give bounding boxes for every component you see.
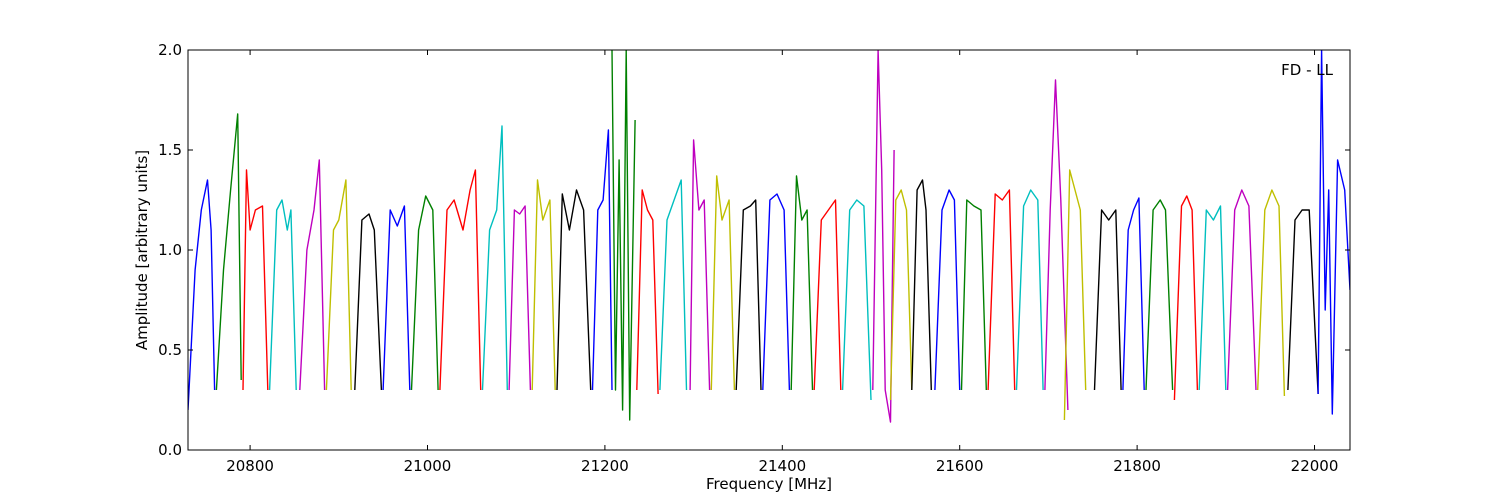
series-line-15 <box>611 50 636 421</box>
series-line-20 <box>735 199 762 391</box>
series-line-29 <box>960 199 987 391</box>
series-line-21 <box>762 193 791 391</box>
ticks-layer: 20800 21000 21200 21400 21600 21800 22000 0.0 0.… <box>158 41 1350 475</box>
series-line-27 <box>911 179 932 391</box>
y-axis-title: Amplitude [arbitrary units] <box>133 150 151 350</box>
series-line-4 <box>299 159 326 391</box>
series-line-36 <box>1145 199 1174 391</box>
series-line-31 <box>1015 189 1044 391</box>
series-line-23 <box>813 199 842 391</box>
series-line-3 <box>268 199 297 391</box>
y-tick-label: 1.5 <box>158 141 182 159</box>
series-line-8 <box>410 195 439 391</box>
x-tick-label: 21000 <box>404 457 452 475</box>
series-line-11 <box>508 205 532 391</box>
series-line-34 <box>1093 209 1122 391</box>
series-line-37 <box>1173 195 1199 401</box>
x-axis-title: Frequency [MHz] <box>706 475 832 493</box>
series-line-1 <box>215 113 242 391</box>
series-line-26 <box>889 189 913 401</box>
series-line-5 <box>325 179 352 391</box>
series-line-28 <box>934 189 961 391</box>
series-line-18 <box>689 139 711 391</box>
chart-annotation: FD - LL <box>1281 61 1333 79</box>
series-line-41 <box>1287 209 1319 395</box>
series-line-22 <box>790 175 814 391</box>
series-line-42 <box>1317 50 1350 415</box>
series-line-10 <box>481 125 508 391</box>
y-tick-label: 0.5 <box>158 341 182 359</box>
series-line-9 <box>439 169 482 391</box>
y-tick-label: 2.0 <box>158 41 182 59</box>
series-line-30 <box>987 189 1016 391</box>
series-line-6 <box>354 213 383 391</box>
y-tick-label: 0.0 <box>158 441 182 459</box>
plot-frame <box>187 49 1351 451</box>
series-line-39 <box>1226 189 1257 391</box>
series-line-13 <box>556 189 592 391</box>
series-line-40 <box>1257 189 1286 397</box>
x-tick-label: 21400 <box>758 457 806 475</box>
series-layer <box>188 50 1350 423</box>
series-line-14 <box>591 129 613 391</box>
series-line-7 <box>382 205 411 391</box>
series-line-35 <box>1122 197 1145 391</box>
x-tick-label: 22000 <box>1291 457 1339 475</box>
plot-area <box>188 50 1350 450</box>
series-line-19 <box>710 175 736 391</box>
x-tick-label: 20800 <box>226 457 274 475</box>
series-line-24 <box>841 199 872 401</box>
series-line-32 <box>1044 79 1069 411</box>
series-line-17 <box>659 179 688 391</box>
y-tick-label: 1.0 <box>158 241 182 259</box>
series-line-12 <box>531 179 556 391</box>
series-line-33 <box>1063 169 1087 421</box>
x-tick-label: 21800 <box>1113 457 1161 475</box>
series-line-0 <box>188 179 216 411</box>
x-tick-label: 21200 <box>581 457 629 475</box>
series-line-38 <box>1198 205 1227 391</box>
series-line-2 <box>242 169 269 391</box>
x-tick-label: 21600 <box>936 457 984 475</box>
series-line-16 <box>636 189 659 395</box>
